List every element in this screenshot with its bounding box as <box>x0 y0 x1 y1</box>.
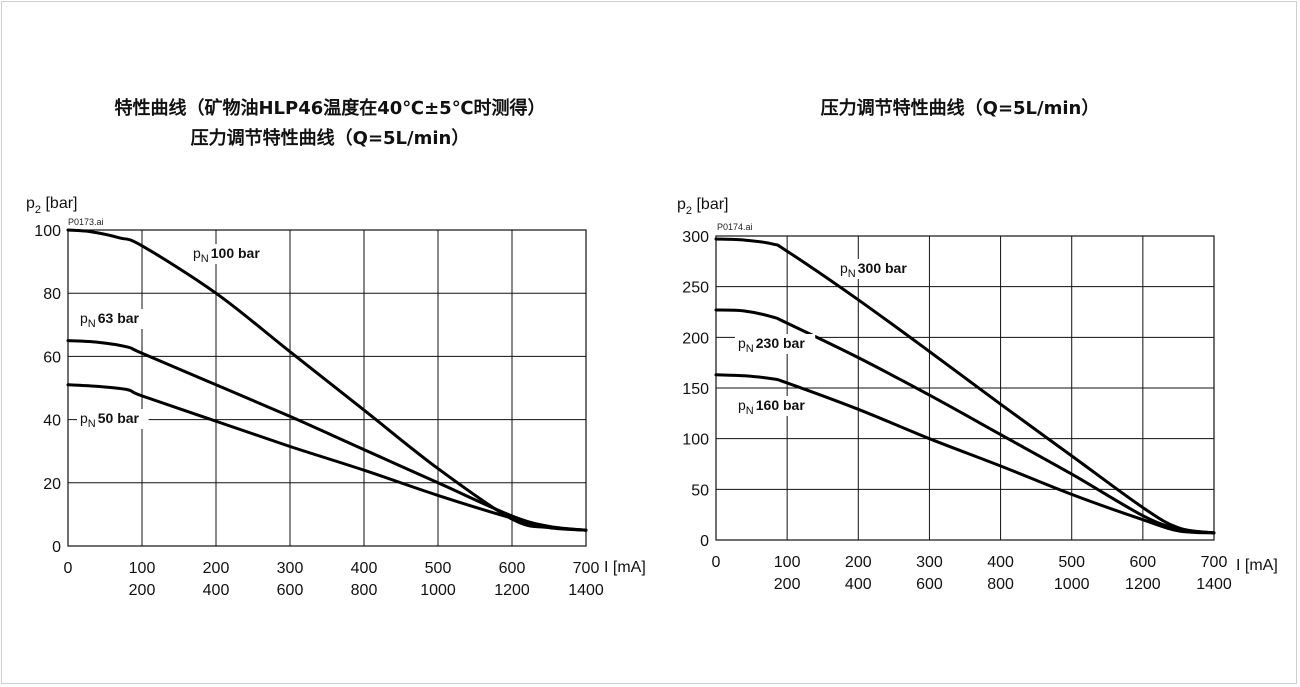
x-tick-label-secondary: 1400 <box>1196 576 1232 593</box>
x-tick-label: 0 <box>64 560 73 577</box>
file-label: P0174.ai <box>717 222 753 232</box>
y-tick-label: 250 <box>682 280 709 297</box>
x-tick-label-secondary: 1200 <box>1125 576 1161 593</box>
y-tick-label: 40 <box>43 413 61 430</box>
x-tick-label: 600 <box>1130 554 1157 571</box>
x-tick-label-secondary: 1000 <box>420 582 456 599</box>
x-tick-label: 300 <box>277 560 304 577</box>
y-tick-label: 0 <box>700 533 709 550</box>
x-tick-label-secondary: 200 <box>774 576 801 593</box>
file-label: P0173.ai <box>68 217 104 227</box>
x-tick-label-secondary: 200 <box>129 582 156 599</box>
x-tick-label-secondary: 1200 <box>494 582 530 599</box>
x-axis-label: I [mA] <box>604 559 646 576</box>
y-tick-label: 20 <box>43 476 61 493</box>
y-tick-label: 150 <box>682 381 709 398</box>
y-axis-label: p2 [bar] <box>677 196 729 217</box>
plot-area-border <box>715 235 1215 541</box>
x-tick-label: 0 <box>712 554 721 571</box>
y-tick-label: 50 <box>691 482 709 499</box>
x-tick-label: 700 <box>573 560 600 577</box>
y-tick-label: 200 <box>682 330 709 347</box>
series-label-background <box>190 244 271 264</box>
x-tick-label: 500 <box>1058 554 1085 571</box>
y-tick-label: 100 <box>682 432 709 449</box>
series-label: pN 300 bar <box>840 260 907 280</box>
x-tick-label: 400 <box>351 560 378 577</box>
x-tick-label-secondary: 400 <box>203 582 230 599</box>
series-curve-63-bar <box>66 339 588 532</box>
x-tick-label-secondary: 600 <box>277 582 304 599</box>
series-label-background <box>837 259 918 279</box>
y-tick-label: 300 <box>682 229 709 246</box>
series-curve-230-bar <box>714 308 1216 535</box>
x-tick-label: 700 <box>1201 554 1228 571</box>
right-chart-title-block: 压力调节特性曲线（Q=5L/min） <box>720 94 1200 124</box>
x-tick-label-secondary: 1000 <box>1054 576 1090 593</box>
x-tick-label-secondary: 1400 <box>568 582 604 599</box>
right-chart-title: 压力调节特性曲线（Q=5L/min） <box>820 98 1100 119</box>
x-tick-label-secondary: 400 <box>845 576 872 593</box>
y-tick-label: 0 <box>52 539 61 556</box>
series-label-background <box>77 309 149 329</box>
y-tick-label: 80 <box>43 286 61 303</box>
x-tick-label: 200 <box>203 560 230 577</box>
series-label: pN 230 bar <box>738 335 805 355</box>
series-label-background <box>735 396 816 416</box>
x-tick-label: 400 <box>987 554 1014 571</box>
left-chart-subtitle: 压力调节特性曲线（Q=5L/min） <box>190 128 470 149</box>
y-tick-label: 100 <box>34 223 61 240</box>
series-curve-100-bar <box>66 228 588 532</box>
x-tick-label: 100 <box>774 554 801 571</box>
x-tick-label-secondary: 600 <box>916 576 943 593</box>
x-tick-label: 200 <box>845 554 872 571</box>
series-label-background <box>735 334 816 354</box>
left-chart-title-block: 特性曲线（矿物油HLP46温度在40℃±5℃时测得） 压力调节特性曲线（Q=5L… <box>40 94 620 154</box>
y-axis-label: p2 [bar] <box>26 195 78 216</box>
series-label: pN 50 bar <box>80 410 140 430</box>
series-curve-300-bar <box>714 237 1216 535</box>
series-curve-50-bar <box>66 383 588 532</box>
x-tick-label-secondary: 800 <box>351 582 378 599</box>
x-tick-label: 600 <box>499 560 526 577</box>
x-tick-label: 100 <box>129 560 156 577</box>
plot-area-border <box>67 229 587 547</box>
left-chart-title: 特性曲线（矿物油HLP46温度在40℃±5℃时测得） <box>114 98 546 119</box>
series-curve-160-bar <box>714 373 1216 535</box>
series-label-background <box>77 409 149 429</box>
y-tick-label: 60 <box>43 349 61 366</box>
series-label: pN 63 bar <box>80 310 140 330</box>
x-tick-label: 300 <box>916 554 943 571</box>
x-axis-label: I [mA] <box>1236 557 1278 574</box>
series-label: pN 160 bar <box>738 397 805 417</box>
x-tick-label-secondary: 800 <box>987 576 1014 593</box>
series-label: pN 100 bar <box>193 245 260 265</box>
x-tick-label: 500 <box>425 560 452 577</box>
